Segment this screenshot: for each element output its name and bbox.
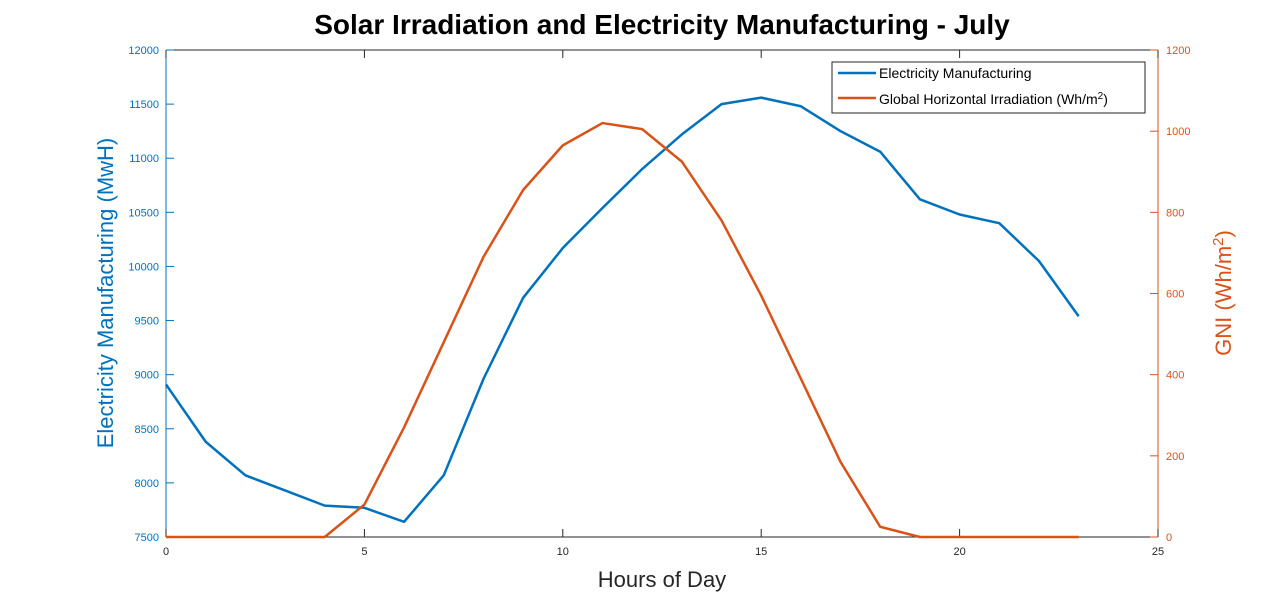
plot-area: 0 5 10 15 20 25750080008500900095001000010500… [128,45,1190,558]
legend-label-irradiation: Global Horizontal Irradiation (Wh/m2) [879,91,1108,108]
x-tick-label: 10 [557,546,569,558]
y-axis-right-label-base: GNI (Wh/m [1211,246,1236,356]
y-left-tick-label: 10000 [128,261,159,273]
y-right-tick-label: 200 [1166,451,1184,463]
y-right-tick-label: 600 [1166,289,1184,301]
legend-box [831,61,1146,114]
series-line-electricity [164,96,1080,524]
legend-label-irradiation-end: ) [1103,91,1108,107]
y-left-tick-label: 8000 [135,478,159,490]
y-right-tick-label: 400 [1166,370,1184,382]
legend-label-electricity: Electricity Manufacturing [879,65,1032,81]
y-left-tick-label: 11000 [129,153,159,165]
y-right-tick-label: 800 [1166,207,1184,219]
y-axis-right-label-sup: 2 [1210,237,1227,245]
y-left-tick-label: 9500 [135,316,159,328]
legend-label-irradiation-base: Global Horizontal Irradiation (Wh/m [879,91,1098,107]
y-axis-left-label: Electricity Manufacturing (MwH) [93,138,118,449]
x-tick-label: 15 [755,546,767,558]
x-tick-label: 20 [953,546,965,558]
y-right-tick-label: 1000 [1166,126,1190,138]
legend: Electricity Manufacturing Global Horizon… [831,61,1146,114]
y-axis-right-label-end: ) [1211,230,1236,237]
y-left-tick-label: 7500 [135,532,159,544]
series-line-irradiation [166,121,1079,539]
y-axis-right-label: GNI (Wh/m2) [1210,230,1237,356]
y-right-tick-label: 0 [1166,532,1172,544]
x-tick-label: 25 [1152,546,1164,558]
y-left-tick-label: 11500 [129,99,159,111]
x-axis-label: Hours of Day [598,567,726,592]
chart-title: Solar Irradiation and Electricity Manufa… [314,9,1010,40]
y-left-tick-label: 12000 [128,45,159,57]
x-tick-label: 0 [163,546,169,558]
y-left-tick-label: 9000 [135,370,159,382]
legend-label-irradiation-sup: 2 [1098,91,1104,102]
y-left-tick-label: 8500 [135,424,159,436]
y-right-tick-label: 1200 [1166,45,1190,57]
x-tick-label: 5 [361,546,367,558]
y-left-tick-label: 10500 [128,207,159,219]
